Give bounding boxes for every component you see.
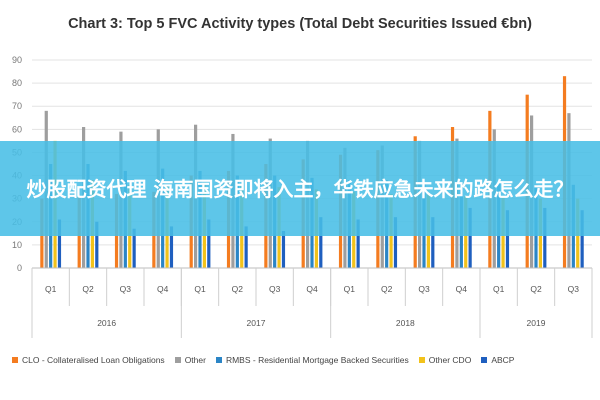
x-group-label: 2018 [396,318,415,328]
legend-label: CLO - Collateralised Loan Obligations [22,355,165,365]
legend-label: Other [184,355,206,365]
y-tick-label: 90 [12,55,22,65]
legend-swatch [418,357,425,363]
y-tick-label: 60 [12,124,22,134]
bar-abcp [393,217,398,268]
x-tick-label: Q3 [418,284,430,294]
legend-swatch [12,357,18,363]
bar-abcp [95,221,99,268]
bar-abcp [543,207,547,268]
x-tick-label: Q2 [530,284,542,294]
bar-abcp [356,219,360,268]
x-tick-label: Q1 [45,284,57,294]
bar-abcp [169,226,174,268]
bar-abcp [57,219,62,268]
x-tick-label: Q4 [157,284,169,294]
x-tick-label: Q4 [456,284,468,294]
y-tick-label: 70 [12,101,22,111]
y-tick-label: 10 [12,240,22,250]
x-tick-label: Q3 [120,284,132,294]
legend-item: Other [174,355,206,365]
legend-swatch [481,357,488,363]
legend-label: Other CDO [428,355,472,365]
legend-item: RMBS - Residential Mortgage Backed Secur… [215,355,409,365]
legend-label: RMBS - Residential Mortgage Backed Secur… [225,355,409,365]
x-tick-label: Q3 [568,284,580,294]
bar-abcp [580,210,584,268]
x-tick-label: Q1 [493,284,505,294]
x-axis: Q1 Q2 Q3 Q4 Q1 Q2 Q3 Q4 Q1 Q2 Q3 Q4 Q1 Q2 Q3 2016 2017 20… [31,267,593,338]
x-tick-label: Q2 [82,284,94,294]
chart-legend: CLO - Collateralised Loan Obligations Oth… [12,352,600,368]
x-group-label: 2017 [247,318,266,328]
legend-item: CLO - Collateralised Loan Obligations [12,355,165,365]
x-tick-label: Q2 [381,284,393,294]
y-tick-label: 0 [17,263,22,273]
legend-swatch [215,357,222,363]
bar-abcp [319,217,323,268]
x-group-label: 2019 [527,318,546,328]
chart-title: Chart 3: Top 5 FVC Activity types (Total… [68,16,532,32]
bar-abcp [244,226,248,268]
legend-label: ABCP [491,355,515,365]
x-tick-label: Q4 [306,284,318,294]
bar-abcp [468,207,472,268]
y-tick-label: 80 [12,78,22,88]
bar-abcp [281,231,286,268]
bar-abcp [132,228,136,268]
legend-swatch [174,357,181,363]
x-tick-label: Q1 [344,284,356,294]
x-tick-label: Q1 [194,284,206,294]
bar-abcp [505,210,510,268]
overlay-headline[interactable]: 炒股配资代理 海南国资即将入主，华铁应急未来的路怎么走？ [26,176,574,201]
x-tick-label: Q3 [269,284,281,294]
overlay-banner[interactable]: 炒股配资代理 海南国资即将入主，华铁应急未来的路怎么走？ [0,141,600,236]
x-group-label: 2016 [97,318,116,328]
x-tick-label: Q2 [232,284,244,294]
bar-abcp [207,219,211,268]
legend-item: ABCP [481,355,514,365]
bar-abcp [431,217,435,268]
legend-item: Other CDO [418,355,472,365]
